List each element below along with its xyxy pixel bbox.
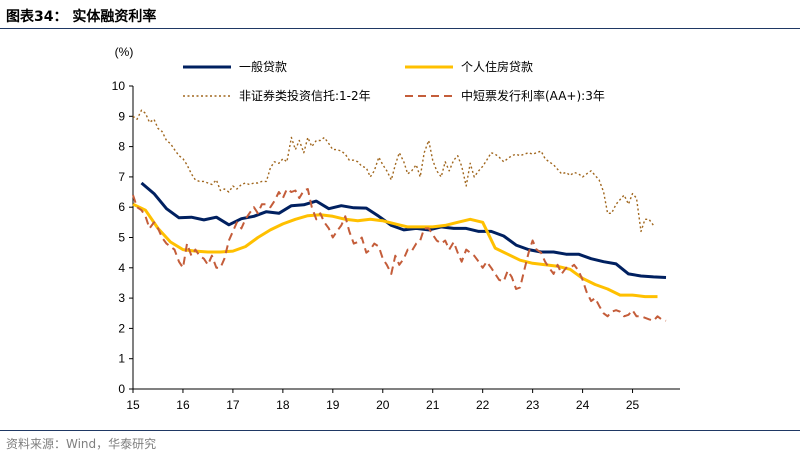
x-tick-label: 15 bbox=[126, 398, 140, 412]
x-tick-label: 25 bbox=[626, 398, 640, 412]
legend-label-2: 个人住房贷款 bbox=[461, 59, 533, 74]
x-tick-label: 16 bbox=[176, 398, 190, 412]
series-line-2 bbox=[132, 202, 658, 299]
series-line-3 bbox=[132, 109, 655, 233]
y-tick-label: 1 bbox=[118, 352, 125, 366]
x-tick-label: 18 bbox=[276, 398, 290, 412]
legend-label-3: 非证券类投资信托:1-2年 bbox=[239, 88, 371, 103]
series-line-4 bbox=[132, 188, 667, 322]
legend-label-4: 中短票发行利率(AA+):3年 bbox=[461, 88, 605, 103]
y-axis-label: (%) bbox=[115, 45, 134, 59]
title-divider bbox=[0, 28, 800, 29]
x-tick-label: 22 bbox=[476, 398, 490, 412]
y-tick-label: 7 bbox=[118, 170, 125, 184]
x-tick-label: 17 bbox=[226, 398, 240, 412]
y-tick-label: 4 bbox=[118, 261, 125, 275]
x-tick-label: 24 bbox=[576, 398, 590, 412]
x-tick-label: 20 bbox=[376, 398, 390, 412]
source-note: 资料来源：Wind，华泰研究 bbox=[6, 437, 157, 451]
x-tick-label: 23 bbox=[526, 398, 540, 412]
y-tick-label: 10 bbox=[112, 79, 126, 93]
series-line-1 bbox=[140, 181, 667, 279]
y-tick-label: 8 bbox=[118, 140, 125, 154]
chart-title: 图表34： 实体融资利率 bbox=[6, 9, 157, 25]
y-tick-label: 2 bbox=[118, 321, 125, 335]
y-tick-label: 6 bbox=[118, 200, 125, 214]
y-tick-label: 0 bbox=[118, 382, 125, 396]
x-tick-label: 21 bbox=[426, 398, 440, 412]
legend-label-1: 一般贷款 bbox=[239, 59, 287, 74]
y-tick-label: 3 bbox=[118, 291, 125, 305]
source-divider bbox=[0, 430, 800, 431]
y-tick-label: 9 bbox=[118, 109, 125, 123]
y-tick-label: 5 bbox=[118, 231, 125, 245]
x-tick-label: 19 bbox=[326, 398, 340, 412]
